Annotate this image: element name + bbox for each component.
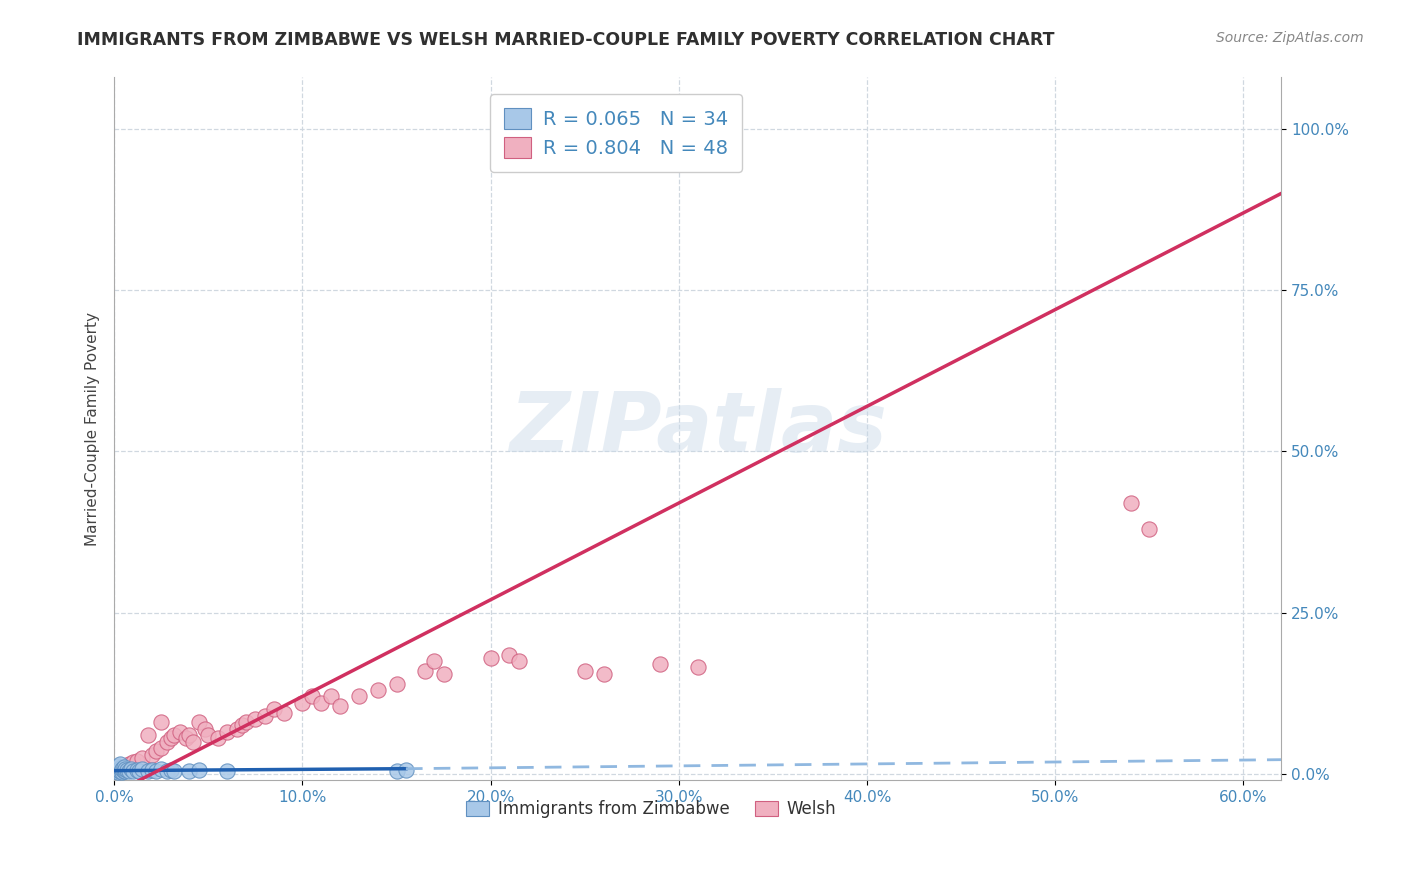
- Point: [114, 764, 136, 779]
- Point: [686, 660, 709, 674]
- Point: [179, 764, 201, 779]
- Point: [385, 676, 408, 690]
- Point: [301, 690, 323, 704]
- Text: Source: ZipAtlas.com: Source: ZipAtlas.com: [1216, 31, 1364, 45]
- Point: [128, 764, 150, 778]
- Point: [309, 696, 332, 710]
- Text: ZIPatlas: ZIPatlas: [509, 388, 887, 469]
- Point: [125, 763, 148, 777]
- Point: [108, 761, 131, 775]
- Point: [145, 744, 167, 758]
- Point: [574, 664, 596, 678]
- Point: [131, 750, 153, 764]
- Point: [235, 715, 257, 730]
- Point: [245, 712, 267, 726]
- Point: [136, 764, 159, 779]
- Legend: Immigrants from Zimbabwe, Welsh: Immigrants from Zimbabwe, Welsh: [460, 793, 842, 825]
- Point: [108, 764, 131, 779]
- Point: [1119, 496, 1142, 510]
- Point: [273, 706, 295, 720]
- Point: [122, 764, 145, 779]
- Point: [107, 764, 129, 779]
- Point: [156, 764, 179, 779]
- Point: [107, 759, 129, 773]
- Point: [231, 718, 253, 732]
- Point: [163, 728, 186, 742]
- Point: [169, 725, 191, 739]
- Point: [479, 650, 502, 665]
- Point: [253, 708, 276, 723]
- Point: [395, 763, 418, 777]
- Point: [131, 762, 153, 776]
- Point: [385, 764, 408, 779]
- Point: [508, 654, 530, 668]
- Point: [150, 762, 173, 776]
- Point: [193, 722, 215, 736]
- Point: [187, 763, 209, 777]
- Point: [112, 764, 135, 778]
- Text: IMMIGRANTS FROM ZIMBABWE VS WELSH MARRIED-COUPLE FAMILY POVERTY CORRELATION CHAR: IMMIGRANTS FROM ZIMBABWE VS WELSH MARRIE…: [77, 31, 1054, 49]
- Point: [111, 764, 134, 779]
- Point: [107, 763, 129, 777]
- Point: [145, 764, 167, 778]
- Point: [156, 734, 179, 748]
- Point: [104, 764, 127, 778]
- Point: [111, 762, 134, 776]
- Point: [163, 764, 186, 778]
- Point: [181, 734, 204, 748]
- Point: [117, 763, 139, 777]
- Point: [125, 754, 148, 768]
- Point: [217, 764, 239, 778]
- Point: [122, 756, 145, 770]
- Point: [120, 762, 142, 776]
- Point: [118, 764, 141, 778]
- Point: [498, 648, 520, 662]
- Point: [150, 741, 173, 756]
- Point: [329, 699, 352, 714]
- Point: [114, 762, 136, 776]
- Point: [187, 715, 209, 730]
- Point: [159, 763, 181, 777]
- Point: [413, 664, 436, 678]
- Point: [108, 757, 131, 772]
- Point: [136, 728, 159, 742]
- Point: [217, 725, 239, 739]
- Point: [592, 666, 614, 681]
- Point: [179, 728, 201, 742]
- Point: [367, 683, 389, 698]
- Point: [225, 722, 247, 736]
- Point: [105, 760, 128, 774]
- Point: [141, 763, 163, 777]
- Point: [648, 657, 671, 672]
- Y-axis label: Married-Couple Family Poverty: Married-Couple Family Poverty: [86, 312, 100, 546]
- Point: [141, 747, 163, 762]
- Point: [1137, 522, 1160, 536]
- Point: [207, 731, 229, 746]
- Point: [159, 731, 181, 746]
- Point: [112, 760, 135, 774]
- Point: [118, 757, 141, 772]
- Point: [432, 666, 454, 681]
- Point: [291, 696, 314, 710]
- Point: [174, 731, 197, 746]
- Point: [347, 690, 370, 704]
- Point: [105, 762, 128, 776]
- Point: [197, 728, 219, 742]
- Point: [319, 690, 342, 704]
- Point: [150, 715, 173, 730]
- Point: [263, 702, 285, 716]
- Point: [423, 654, 446, 668]
